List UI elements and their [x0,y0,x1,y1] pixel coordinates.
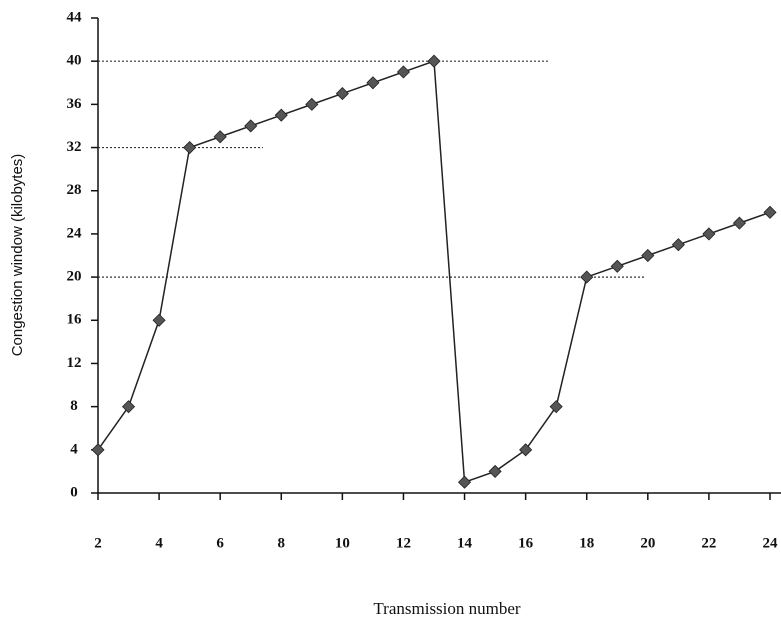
data-point [611,260,623,272]
y-axis-label: Congestion window (kilobytes) [9,154,26,357]
y-tick-label: 32 [67,139,82,155]
chart: Congestion window (kilobytes) Transmissi… [0,0,781,622]
data-point [459,476,471,488]
x-tick-label: 6 [216,535,224,551]
y-tick-label: 20 [67,269,82,285]
data-point [184,142,196,154]
y-tick-label: 16 [67,312,83,328]
data-point [642,250,654,262]
data-point [703,228,715,240]
y-tick-label: 4 [70,441,78,457]
data-point [520,444,532,456]
data-point [214,131,226,143]
y-tick-label: 12 [67,355,82,371]
x-tick-label: 4 [155,535,163,551]
data-point [123,401,135,413]
data-point [245,120,257,132]
data-point [153,314,165,326]
data-point [489,465,501,477]
x-tick-label: 24 [763,535,779,551]
series-line [98,61,770,482]
y-tick-label: 0 [70,484,78,500]
data-point [672,239,684,251]
y-tick-label: 40 [67,53,82,69]
y-tick-label: 8 [70,398,78,414]
x-tick-label: 18 [579,535,594,551]
y-tick-label: 24 [67,225,83,241]
y-tick-label: 44 [67,9,83,25]
data-point [92,444,104,456]
data-point [733,217,745,229]
y-tick-label: 28 [67,182,82,198]
data-point [428,55,440,67]
x-axis-label: Transmission number [373,599,521,618]
data-point [764,206,776,218]
data-point [397,66,409,78]
data-point [275,109,287,121]
data-point [306,98,318,110]
x-tick-label: 14 [457,535,473,551]
x-tick-label: 8 [278,535,286,551]
x-tick-label: 16 [518,535,534,551]
data-point [367,77,379,89]
x-tick-label: 10 [335,535,350,551]
x-tick-label: 20 [640,535,655,551]
x-tick-label: 22 [701,535,716,551]
data-point [550,401,562,413]
data-point [581,271,593,283]
y-tick-label: 36 [67,96,83,112]
x-tick-label: 2 [94,535,102,551]
x-tick-label: 12 [396,535,411,551]
data-point [336,88,348,100]
